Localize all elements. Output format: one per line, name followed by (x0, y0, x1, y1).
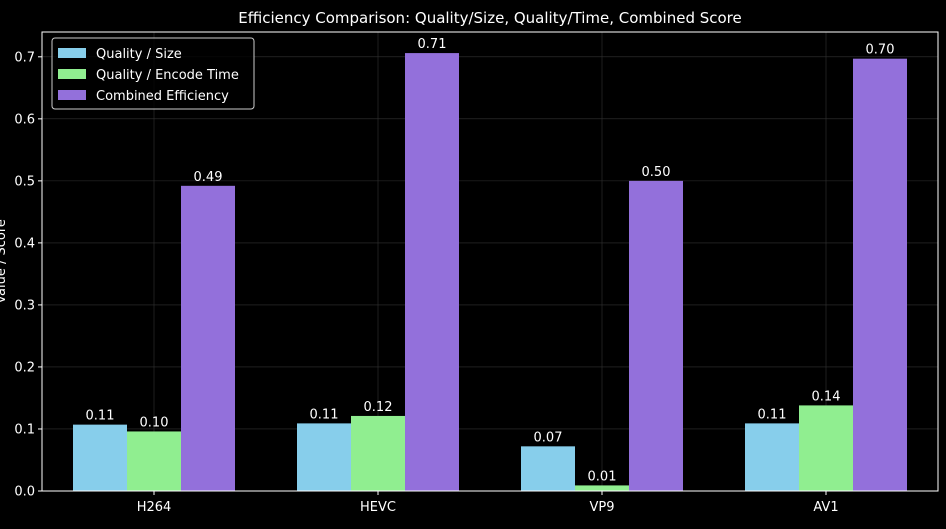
bar-vp9-series-0 (521, 446, 575, 491)
x-tick-label: H264 (137, 500, 172, 515)
legend-swatch (58, 69, 86, 79)
bar-vp9-series-1 (575, 485, 629, 491)
bar-value-label: 0.12 (364, 400, 393, 415)
y-tick-label: 0.7 (14, 50, 35, 65)
legend-entry-label: Quality / Encode Time (96, 68, 239, 83)
bar-value-label: 0.10 (140, 415, 169, 430)
y-tick-label: 0.0 (14, 485, 35, 500)
legend-entry-label: Quality / Size (96, 47, 182, 62)
bar-value-labels: 0.11 0.11 0.07 0.11 0.10 0.12 0.01 0.14 0.49 0.71… (86, 37, 895, 484)
legend-box (51, 37, 255, 110)
plot-frame (41, 31, 939, 492)
bar-h264-series-2 (181, 185, 235, 491)
bar-value-label: 0.71 (418, 37, 447, 52)
bar-vp9-series-2 (629, 180, 683, 491)
legend: Quality / Size Quality / Encode Time Combi… (51, 37, 255, 110)
bar-h264-series-1 (127, 431, 181, 491)
bar-value-label: 0.11 (758, 407, 787, 422)
bar-av1-series-0 (745, 423, 799, 491)
bar-value-label: 0.11 (310, 407, 339, 422)
bar-value-label: 0.70 (866, 43, 895, 58)
bar-hevc-series-1 (351, 415, 405, 491)
y-tick-label: 0.2 (14, 360, 35, 375)
y-tick-label: 0.6 (14, 112, 35, 127)
bar-av1-series-1 (799, 405, 853, 491)
x-tick-label: AV1 (813, 500, 838, 515)
legend-swatch (58, 90, 86, 100)
y-tick-label: 0.3 (14, 298, 35, 313)
y-axis-label: Value / Score (0, 219, 9, 304)
bar-hevc-series-2 (405, 53, 459, 492)
bar-value-label: 0.49 (194, 170, 223, 185)
bars (73, 53, 907, 492)
bar-value-label: 0.50 (642, 165, 671, 180)
bar-hevc-series-0 (297, 423, 351, 491)
bar-value-label: 0.01 (588, 469, 617, 484)
legend-entry-label: Combined Efficiency (96, 89, 229, 104)
bar-av1-series-2 (853, 58, 907, 491)
y-tick-label: 0.1 (14, 422, 35, 437)
x-tick-label: VP9 (589, 500, 614, 515)
bar-value-label: 0.07 (534, 430, 563, 445)
y-tick-label: 0.5 (14, 174, 35, 189)
chart-title: Efficiency Comparison: Quality/Size, Qua… (238, 9, 742, 27)
x-tick-label: HEVC (360, 500, 396, 515)
y-tick-label: 0.4 (14, 236, 35, 251)
bar-value-label: 0.14 (812, 389, 841, 404)
x-axis-ticks: H264 HEVC VP9 AV1 (137, 491, 839, 515)
bar-value-label: 0.11 (86, 409, 115, 424)
bar-h264-series-0 (73, 424, 127, 491)
y-axis-ticks: 0.0 0.1 0.2 0.3 0.4 0.5 0.6 0.7 (14, 50, 42, 500)
legend-swatch (58, 48, 86, 58)
